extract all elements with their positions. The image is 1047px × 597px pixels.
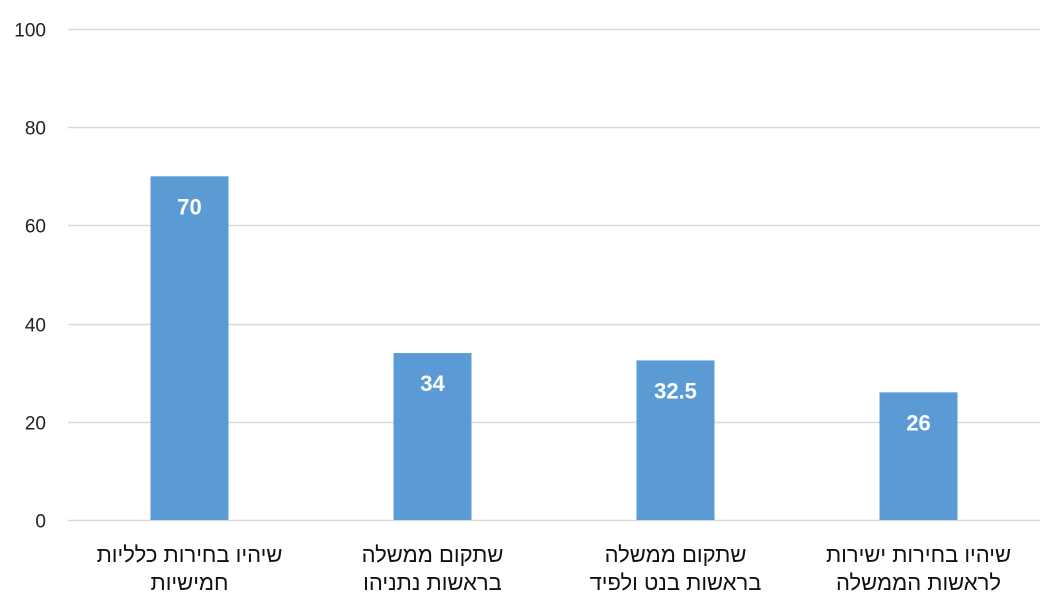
category-label-4-line-2: לראשות הממשלה	[836, 570, 1001, 595]
gridlines	[68, 28, 1040, 522]
category-label-3-line-1: שתקום ממשלה	[605, 542, 747, 567]
category-label-2-line-1: שתקום ממשלה	[362, 542, 504, 567]
category-label-1: שיהיו בחירות כלליות חמישיות	[97, 542, 283, 595]
bar-2	[393, 353, 472, 520]
category-label-3-line-2: בראשות בנט ולפיד	[590, 570, 762, 595]
y-tick-label-60: 60	[25, 217, 46, 238]
category-label-4-line-1: שיהיו בחירות ישירות	[826, 542, 1011, 567]
category-label-3: שתקום ממשלה בראשות בנט ולפיד	[590, 542, 762, 595]
y-tick-label-80: 80	[25, 119, 46, 140]
bar-3	[636, 360, 715, 520]
data-label-2: 34	[420, 371, 445, 396]
data-labels: 70 34 32.5 26	[177, 194, 930, 435]
data-label-1: 70	[177, 194, 201, 219]
y-tick-label-40: 40	[25, 316, 46, 337]
x-axis-category-labels: שיהיו בחירות כלליות חמישיות שתקום ממשלה ברא…	[97, 542, 1011, 595]
y-axis-tick-labels: 0 20 40 60 80 100	[14, 21, 46, 533]
data-label-4: 26	[906, 410, 930, 435]
y-tick-label-0: 0	[35, 512, 46, 533]
y-tick-label-20: 20	[25, 414, 46, 435]
bar-4	[879, 392, 958, 520]
category-label-2-line-2: בראשות נתניהו	[363, 570, 502, 595]
category-label-1-line-1: שיהיו בחירות כלליות	[97, 542, 283, 567]
bars	[150, 176, 958, 521]
category-label-2: שתקום ממשלה בראשות נתניהו	[362, 542, 504, 595]
y-tick-label-100: 100	[14, 21, 46, 42]
category-label-4: שיהיו בחירות ישירות לראשות הממשלה	[826, 542, 1011, 595]
category-label-1-line-2: חמישיות	[151, 570, 229, 595]
bar-1	[150, 176, 229, 521]
data-label-3: 32.5	[654, 378, 697, 403]
